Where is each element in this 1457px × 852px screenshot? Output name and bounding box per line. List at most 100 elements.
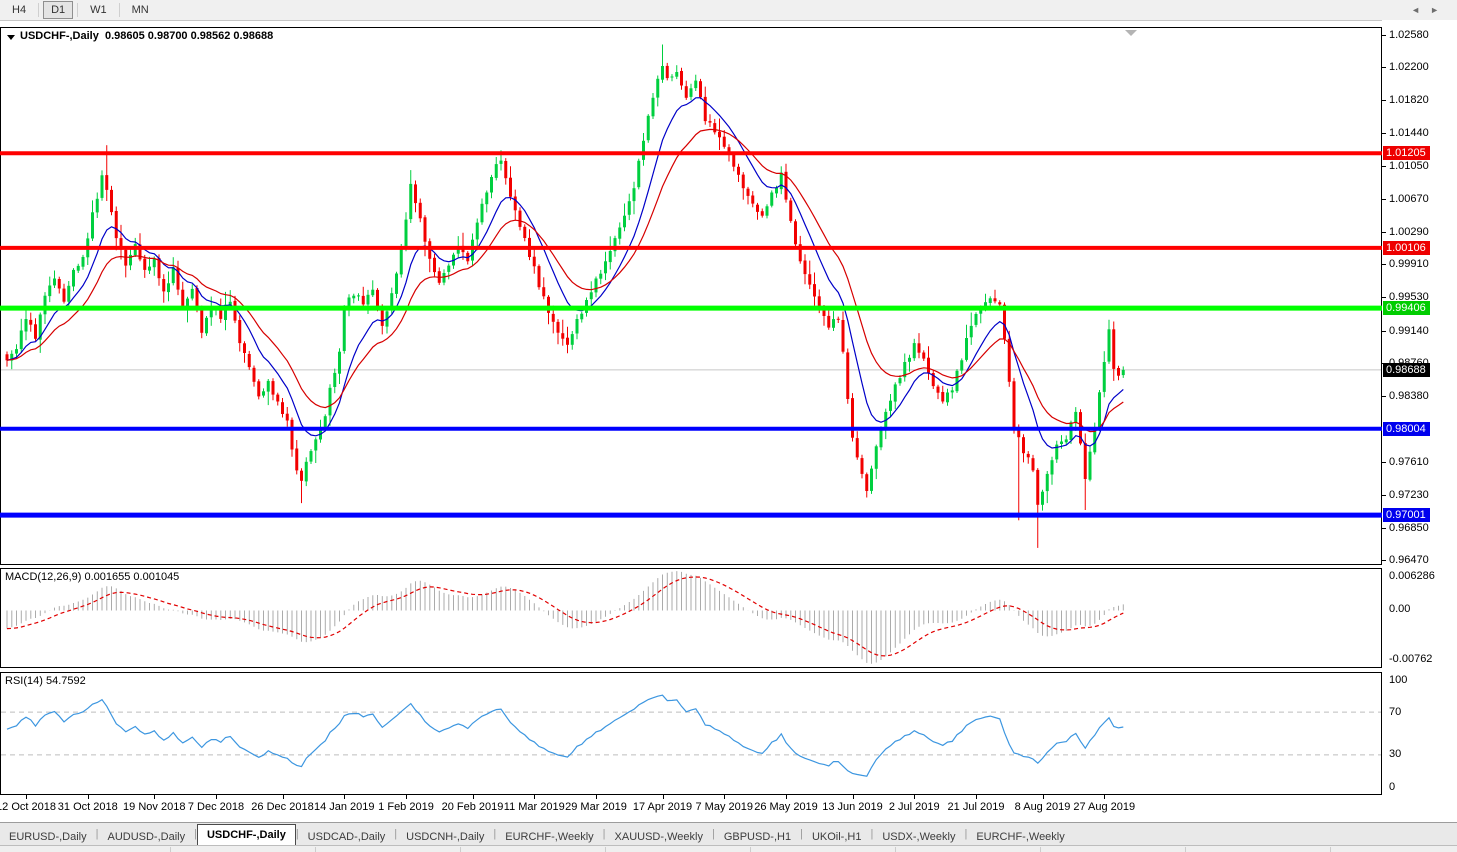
candles: [5, 65, 1125, 505]
timeframe-button-d1[interactable]: D1: [43, 1, 74, 19]
price-tick-mark: [1382, 166, 1386, 168]
date-label: 7 Dec 2018: [187, 801, 245, 813]
tab-separator: |: [602, 827, 606, 840]
price-tick-mark: [1382, 132, 1386, 134]
price-tick-mark: [1382, 494, 1386, 496]
price-tick-mark: [1382, 67, 1386, 69]
rsi-axis-label: 70: [1389, 705, 1402, 718]
status-strip-separator: [315, 847, 316, 852]
tab-xauusd-weekly[interactable]: XAUUSD-,Weekly: [614, 831, 703, 843]
status-strip-separator: [895, 847, 896, 852]
price-level-marker: 0.98004: [1383, 421, 1430, 436]
tab-gbpusd-h1[interactable]: GBPUSD-,H1: [723, 831, 792, 843]
date-label: 31 Oct 2018: [57, 801, 118, 813]
price-tick-mark: [1382, 527, 1386, 529]
price-tick-label: 0.96850: [1389, 521, 1429, 534]
date-label: 19 Nov 2018: [123, 801, 186, 813]
symbol-dropdown-triangle-icon[interactable]: [7, 35, 15, 40]
date-label: 8 Aug 2019: [1014, 801, 1071, 813]
candlestick-chart-pane[interactable]: USDCHF-,Daily 0.98605 0.98700 0.98562 0.…: [0, 27, 1382, 565]
price-level-marker: 0.97001: [1383, 508, 1430, 523]
tab-scroll-right-button[interactable]: ►: [1430, 5, 1449, 15]
price-tick-mark: [1382, 231, 1386, 233]
price-tick-label: 0.97610: [1389, 456, 1429, 469]
price-tick-mark: [1382, 560, 1386, 562]
date-label: 1 Feb 2019: [378, 801, 434, 813]
date-tick-mark: [216, 795, 217, 799]
date-tick-mark: [87, 795, 89, 799]
tab-ukoil-h1[interactable]: UKOil-,H1: [811, 831, 862, 843]
date-tick-mark: [976, 795, 977, 799]
tab-eurchf-weekly[interactable]: EURCHF-,Weekly: [505, 831, 594, 843]
ma-fast-line: [6, 97, 1124, 449]
ma-slow-line: [6, 128, 1124, 433]
date-label: 12 Oct 2018: [0, 801, 56, 813]
price-tick-mark: [1382, 99, 1386, 101]
date-label: 14 Jan 2019: [313, 801, 375, 813]
macd-indicator-pane[interactable]: MACD(12,26,9) 0.001655 0.001045: [0, 568, 1382, 668]
price-tick-mark: [1382, 264, 1386, 266]
tab-usdchf-daily[interactable]: USDCHF-,Daily: [196, 824, 296, 846]
date-tick-mark: [344, 795, 346, 799]
date-tick-mark: [282, 795, 284, 799]
price-level-marker: 1.00106: [1383, 240, 1430, 255]
date-axis[interactable]: 12 Oct 2018 31 Oct 2018 19 Nov 2018 7 Dec 2…: [0, 795, 1382, 821]
rsi-label: RSI(14) 54.7592: [5, 675, 86, 687]
chart-tab-bar: EURUSD-,Daily | AUDUSD-,Daily | USDCHF-,Dail…: [0, 822, 1457, 846]
rsi-axis-label: 0: [1389, 780, 1396, 793]
tab-separator: |: [394, 827, 398, 840]
timeframe-button-mn[interactable]: MN: [131, 4, 149, 16]
date-tick-mark: [26, 795, 27, 799]
tab-eurusd-daily[interactable]: EURUSD-,Daily: [9, 831, 87, 843]
symbol-label: USDCHF-,Daily: [20, 30, 99, 42]
price-tick-label: 0.99910: [1389, 258, 1429, 271]
price-tick-mark: [1382, 330, 1386, 332]
tab-scroll-left-button[interactable]: ◄: [1411, 5, 1431, 15]
tab-usdcnh-daily[interactable]: USDCNH-,Daily: [406, 831, 485, 843]
rsi-line: [6, 694, 1124, 777]
rsi-indicator-pane[interactable]: RSI(14) 54.7592: [0, 672, 1382, 795]
date-label: 29 Mar 2019: [565, 801, 627, 813]
date-label: 26 Dec 2018: [251, 801, 314, 813]
price-tick-mark: [1382, 34, 1386, 36]
date-tick-mark: [914, 795, 916, 799]
date-label: 11 Mar 2019: [503, 801, 565, 813]
price-tick-label: 0.98380: [1389, 389, 1429, 402]
autoscroll-marker-icon: [1125, 30, 1137, 36]
timeframe-button-w1[interactable]: W1: [90, 4, 107, 16]
status-strip-separator: [460, 847, 461, 852]
chart-title: USDCHF-,Daily 0.98605 0.98700 0.98562 0.…: [20, 30, 273, 42]
price-tick-label: 0.99530: [1389, 290, 1429, 303]
price-tick-label: 1.01440: [1389, 126, 1429, 139]
tab-usdcad-daily[interactable]: USDCAD-,Daily: [307, 831, 386, 843]
tab-eurchf-weekly[interactable]: EURCHF-,Weekly: [976, 831, 1065, 843]
tab-separator: |: [964, 827, 968, 840]
tab-separator: |: [194, 827, 197, 840]
macd-axis-label: 0.00: [1389, 603, 1411, 616]
date-label: 21 Jul 2019: [947, 801, 1005, 813]
macd-signal-line: [6, 576, 1124, 657]
date-tick-mark: [724, 795, 726, 799]
tab-separator: |: [800, 827, 803, 840]
rsi-value: 54.7592: [45, 675, 86, 687]
date-label: 13 Jun 2019: [822, 801, 883, 813]
tab-audusd-daily[interactable]: AUDUSD-,Daily: [107, 831, 186, 843]
macd-values: 0.001655 0.001045: [84, 571, 180, 583]
date-tick-mark: [786, 795, 787, 799]
tab-separator: |: [295, 827, 299, 840]
timeframe-button-h4[interactable]: H4: [12, 4, 27, 16]
macd-axis-label: 0.006286: [1389, 570, 1435, 582]
status-strip-separator: [170, 847, 171, 852]
price-axis[interactable]: 1.02580 1.02200 1.01820 1.01440 1.01050 1.006…: [1382, 20, 1457, 822]
status-strip-separator: [1330, 847, 1331, 852]
price-tick-label: 1.01820: [1389, 93, 1429, 106]
price-tick-mark: [1382, 296, 1386, 298]
date-label: 17 Apr 2019: [632, 801, 693, 813]
date-label: 27 Aug 2019: [1073, 801, 1136, 813]
tab-usdx-weekly[interactable]: USDX-,Weekly: [882, 831, 956, 843]
date-tick-mark: [596, 795, 597, 799]
ohlc-readout: 0.98605 0.98700 0.98562 0.98688: [104, 30, 274, 42]
rsi-axis-label: 30: [1389, 748, 1402, 761]
price-tick-mark: [1382, 462, 1386, 464]
tab-separator: |: [95, 827, 99, 840]
